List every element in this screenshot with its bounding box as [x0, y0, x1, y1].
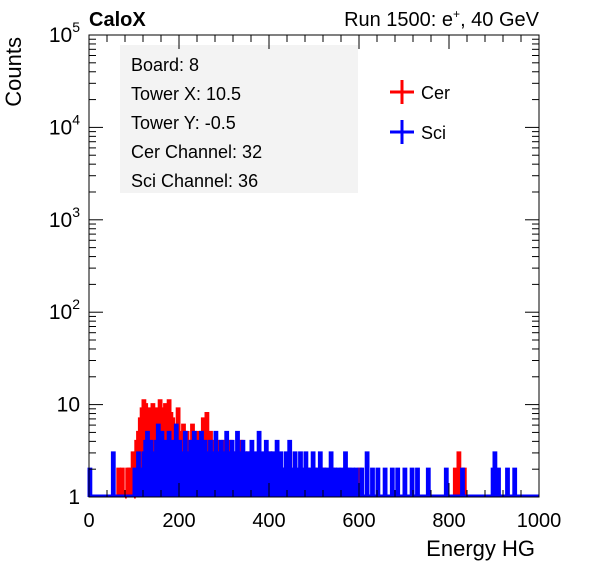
sci-bin — [395, 467, 401, 497]
sci-bin — [415, 467, 420, 497]
x-axis-title: Energy HG — [426, 536, 535, 561]
sci-bin — [375, 467, 381, 497]
series-sci — [87, 423, 539, 498]
sci-bin — [110, 451, 116, 497]
sci-bin — [346, 467, 352, 497]
legend-cer: Cer — [390, 80, 450, 104]
sci-bin — [310, 451, 316, 497]
sci-bin — [317, 451, 323, 497]
cer-bin — [119, 467, 125, 497]
x-tick-label: 600 — [342, 510, 375, 532]
y-tick-label: 10 — [57, 394, 80, 417]
info-cer-channel: Cer Channel: 32 — [131, 142, 262, 162]
x-axis: 0 200 400 600 800 1000 — [83, 35, 561, 532]
sci-bin — [339, 467, 345, 497]
legend-cer-label: Cer — [421, 83, 450, 103]
series-layer — [87, 399, 539, 499]
sci-bin — [314, 467, 320, 497]
sci-bin — [328, 451, 334, 497]
cer-bin — [127, 467, 132, 497]
sci-bin — [132, 467, 138, 497]
legend: Cer Sci — [390, 80, 450, 144]
cer-bin — [452, 467, 458, 497]
legend-sci: Sci — [390, 120, 446, 144]
y-axis-title: Counts — [1, 37, 26, 107]
x-tick-label: 200 — [162, 510, 195, 532]
sci-bin — [325, 467, 330, 497]
sci-bin — [332, 467, 338, 497]
sci-bin — [350, 467, 356, 497]
x-tick-label: 400 — [252, 510, 285, 532]
sci-bin — [307, 467, 312, 497]
x-tick-label: 1000 — [517, 510, 562, 532]
sci-bin — [303, 451, 309, 497]
run-label: Run 1500: e+, 40 GeV — [344, 7, 540, 31]
sci-bin — [402, 467, 408, 497]
sci-bin — [443, 467, 449, 497]
cer-bin — [456, 451, 462, 497]
sci-bin — [496, 467, 501, 497]
info-sci-channel: Sci Channel: 36 — [131, 171, 258, 191]
info-tower-x: Tower X: 10.5 — [131, 84, 241, 104]
sci-bin — [425, 467, 431, 497]
sci-bin — [353, 467, 359, 497]
sci-bin — [343, 451, 348, 497]
y-axis: 1 10 102 103 104 105 — [49, 19, 539, 509]
sci-bin — [137, 467, 143, 497]
y-tick-label: 104 — [49, 111, 80, 139]
sci-bin — [294, 467, 300, 497]
cer-bin — [116, 467, 122, 497]
y-tick-label: 102 — [49, 296, 80, 324]
y-tick-label: 1 — [68, 486, 80, 509]
sci-bin — [512, 467, 518, 497]
y-tick-label: 105 — [49, 19, 80, 47]
sci-bin — [289, 467, 294, 497]
sci-bin — [321, 467, 327, 497]
info-box-background — [120, 45, 358, 193]
sci-bin — [299, 467, 305, 497]
x-tick-label: 0 — [83, 510, 94, 532]
sci-bin — [389, 467, 395, 497]
plot-frame — [88, 34, 540, 498]
info-tower-y: Tower Y: -0.5 — [131, 113, 236, 133]
sci-bin — [364, 451, 370, 497]
sci-bin — [409, 467, 415, 497]
calox-label: CaloX — [89, 9, 146, 31]
sci-bin — [199, 430, 204, 497]
sci-bin — [492, 451, 498, 497]
sci-bin — [370, 467, 375, 497]
sci-bin — [191, 430, 197, 497]
sci-bin — [256, 430, 262, 497]
sci-bin — [505, 467, 510, 497]
sci-bin — [359, 467, 365, 497]
sci-bin — [382, 467, 388, 497]
sci-bin — [335, 467, 341, 497]
info-board: Board: 8 — [131, 55, 199, 75]
y-tick-label: 103 — [49, 204, 80, 232]
sci-bin — [460, 467, 465, 497]
x-tick-label: 800 — [432, 510, 465, 532]
legend-sci-label: Sci — [421, 123, 446, 143]
